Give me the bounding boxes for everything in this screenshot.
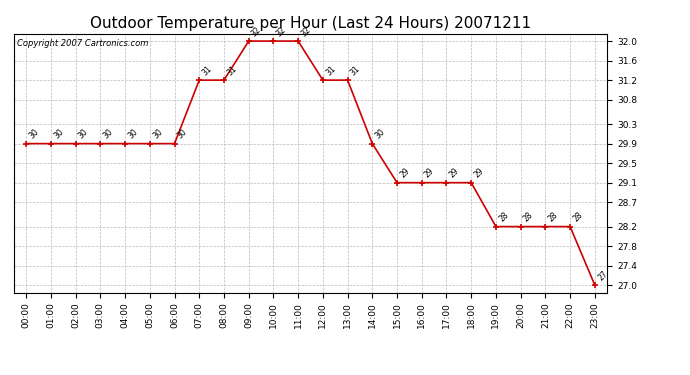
Text: 31: 31 <box>201 64 214 77</box>
Text: 30: 30 <box>176 128 189 141</box>
Text: 30: 30 <box>52 128 66 141</box>
Text: 28: 28 <box>546 211 560 224</box>
Text: 30: 30 <box>77 128 90 141</box>
Text: 29: 29 <box>423 166 436 180</box>
Text: 31: 31 <box>324 64 337 77</box>
Text: 30: 30 <box>151 128 164 141</box>
Text: 32: 32 <box>250 25 263 38</box>
Text: 29: 29 <box>398 166 411 180</box>
Title: Outdoor Temperature per Hour (Last 24 Hours) 20071211: Outdoor Temperature per Hour (Last 24 Ho… <box>90 16 531 31</box>
Text: Copyright 2007 Cartronics.com: Copyright 2007 Cartronics.com <box>17 39 148 48</box>
Text: 30: 30 <box>126 128 139 141</box>
Text: 28: 28 <box>497 211 511 224</box>
Text: 28: 28 <box>571 211 584 224</box>
Text: 31: 31 <box>225 64 238 77</box>
Text: 32: 32 <box>275 25 288 38</box>
Text: 27: 27 <box>596 269 609 282</box>
Text: 28: 28 <box>522 211 535 224</box>
Text: 30: 30 <box>101 128 115 141</box>
Text: 30: 30 <box>28 128 41 141</box>
Text: 31: 31 <box>349 64 362 77</box>
Text: 29: 29 <box>448 166 461 180</box>
Text: 29: 29 <box>473 166 486 180</box>
Text: 32: 32 <box>299 25 313 38</box>
Text: 30: 30 <box>373 128 387 141</box>
